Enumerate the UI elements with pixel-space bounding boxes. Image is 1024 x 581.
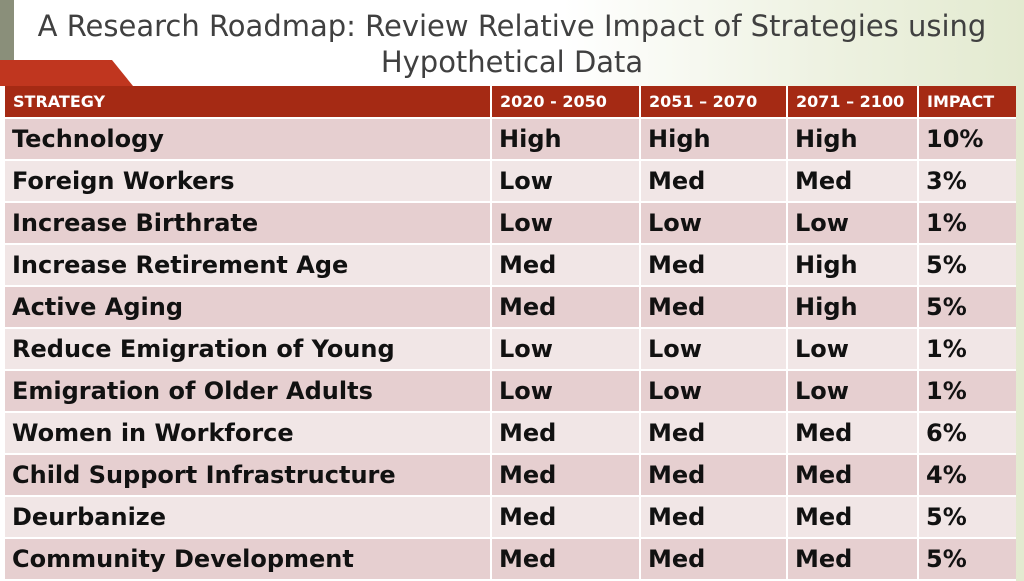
slide-title-line1: A Research Roadmap: Review Relative Impa… <box>37 9 987 43</box>
period-2071-2100-cell: Med <box>787 454 919 497</box>
period-2020-2050-cell: Med <box>491 538 641 581</box>
table-row: Technology High High High 10% <box>5 118 1016 161</box>
impact-cell: 1% <box>918 328 1016 371</box>
period-2051-2070-cell: Low <box>640 328 788 371</box>
impact-cell: 4% <box>918 454 1016 497</box>
period-2020-2050-cell: Med <box>491 496 641 539</box>
period-2020-2050-cell: Med <box>491 412 641 455</box>
period-2020-2050-cell: High <box>491 118 641 161</box>
period-2051-2070-cell: Med <box>640 496 788 539</box>
impact-cell: 6% <box>918 412 1016 455</box>
impact-cell: 5% <box>918 286 1016 329</box>
strategy-table: STRATEGY 2020 - 2050 2051 – 2070 2071 – … <box>5 86 1016 581</box>
header-2051-2070: 2051 – 2070 <box>640 86 788 119</box>
header-impact: IMPACT <box>918 86 1016 119</box>
impact-cell: 10% <box>918 118 1016 161</box>
period-2051-2070-cell: Med <box>640 538 788 581</box>
decorative-strip <box>0 0 14 60</box>
period-2071-2100-cell: Low <box>787 328 919 371</box>
period-2071-2100-cell: High <box>787 118 919 161</box>
table-row: Women in Workforce Med Med Med 6% <box>5 412 1016 455</box>
strategy-cell: Emigration of Older Adults <box>5 370 492 413</box>
impact-cell: 5% <box>918 244 1016 287</box>
table-row: Foreign Workers Low Med Med 3% <box>5 160 1016 203</box>
period-2020-2050-cell: Med <box>491 244 641 287</box>
period-2020-2050-cell: Low <box>491 370 641 413</box>
decorative-red-tab <box>0 60 133 86</box>
strategy-cell: Reduce Emigration of Young <box>5 328 492 371</box>
period-2020-2050-cell: Low <box>491 160 641 203</box>
strategy-cell: Increase Retirement Age <box>5 244 492 287</box>
slide-title: A Research Roadmap: Review Relative Impa… <box>20 8 1004 80</box>
table-row: Deurbanize Med Med Med 5% <box>5 496 1016 539</box>
strategy-cell: Community Development <box>5 538 492 581</box>
strategy-cell: Deurbanize <box>5 496 492 539</box>
period-2071-2100-cell: Med <box>787 538 919 581</box>
period-2020-2050-cell: Med <box>491 454 641 497</box>
impact-cell: 5% <box>918 538 1016 581</box>
header-2020-2050: 2020 - 2050 <box>491 86 641 119</box>
table-row: Community Development Med Med Med 5% <box>5 538 1016 581</box>
strategy-cell: Increase Birthrate <box>5 202 492 245</box>
strategy-cell: Child Support Infrastructure <box>5 454 492 497</box>
table-header-row: STRATEGY 2020 - 2050 2051 – 2070 2071 – … <box>5 86 1016 119</box>
period-2051-2070-cell: Med <box>640 244 788 287</box>
period-2051-2070-cell: Med <box>640 454 788 497</box>
table-row: Child Support Infrastructure Med Med Med 4% <box>5 454 1016 497</box>
impact-cell: 1% <box>918 202 1016 245</box>
period-2051-2070-cell: Low <box>640 202 788 245</box>
period-2020-2050-cell: Low <box>491 328 641 371</box>
period-2020-2050-cell: Med <box>491 286 641 329</box>
strategy-cell: Women in Workforce <box>5 412 492 455</box>
period-2051-2070-cell: Med <box>640 286 788 329</box>
period-2020-2050-cell: Low <box>491 202 641 245</box>
impact-cell: 3% <box>918 160 1016 203</box>
strategy-cell: Active Aging <box>5 286 492 329</box>
table-row: Increase Retirement Age Med Med High 5% <box>5 244 1016 287</box>
period-2051-2070-cell: Med <box>640 412 788 455</box>
period-2051-2070-cell: Low <box>640 370 788 413</box>
period-2071-2100-cell: Med <box>787 412 919 455</box>
table-row: Emigration of Older Adults Low Low Low 1% <box>5 370 1016 413</box>
period-2071-2100-cell: Med <box>787 160 919 203</box>
header-2071-2100: 2071 – 2100 <box>787 86 919 119</box>
period-2071-2100-cell: High <box>787 286 919 329</box>
period-2071-2100-cell: Med <box>787 496 919 539</box>
table-row: Active Aging Med Med High 5% <box>5 286 1016 329</box>
strategy-cell: Foreign Workers <box>5 160 492 203</box>
impact-cell: 5% <box>918 496 1016 539</box>
header-strategy: STRATEGY <box>5 86 492 119</box>
period-2071-2100-cell: Low <box>787 202 919 245</box>
period-2051-2070-cell: High <box>640 118 788 161</box>
impact-cell: 1% <box>918 370 1016 413</box>
strategy-cell: Technology <box>5 118 492 161</box>
table-row: Increase Birthrate Low Low Low 1% <box>5 202 1016 245</box>
period-2051-2070-cell: Med <box>640 160 788 203</box>
slide-title-line2: Hypothetical Data <box>380 45 644 79</box>
period-2071-2100-cell: Low <box>787 370 919 413</box>
period-2071-2100-cell: High <box>787 244 919 287</box>
table-row: Reduce Emigration of Young Low Low Low 1% <box>5 328 1016 371</box>
